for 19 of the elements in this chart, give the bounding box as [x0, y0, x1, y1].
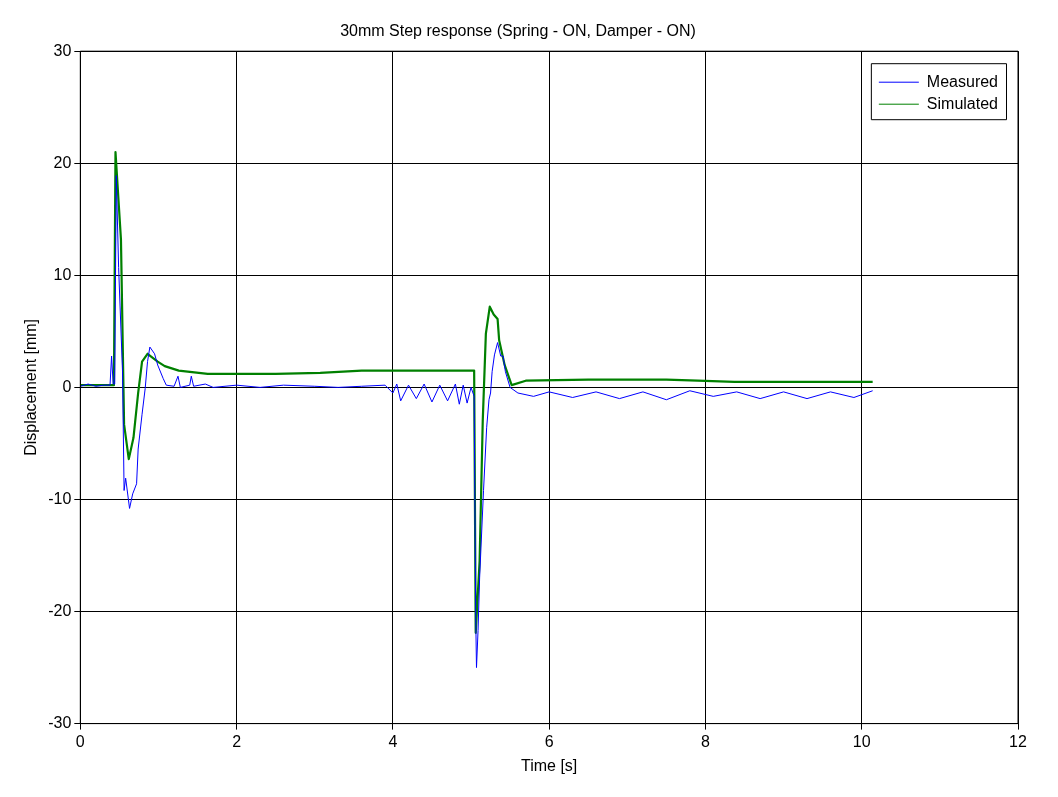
x-tick-label: 6 [544, 732, 554, 750]
y-axis-title: Displacement [mm] [22, 318, 40, 456]
y-tick-label: 20 [53, 153, 72, 171]
x-tick-label: 0 [75, 732, 85, 750]
x-tick-label: 10 [852, 732, 871, 750]
legend-label: Simulated [926, 94, 999, 112]
x-tick-label: 2 [232, 732, 242, 750]
chart-title: 30mm Step response (Spring - ON, Damper - ON) [340, 22, 696, 40]
x-tick-label: 12 [1009, 732, 1027, 750]
y-tick-label: -10 [48, 489, 72, 507]
x-tick-label: 4 [388, 732, 398, 750]
x-axis-title: Time [s] [521, 756, 578, 774]
y-tick-label: -20 [48, 601, 72, 619]
y-tick-label: 0 [62, 377, 72, 395]
y-tick-label: 30 [53, 41, 72, 59]
y-tick-label: 10 [53, 265, 72, 283]
legend-label: Measured [926, 72, 999, 90]
y-tick-label: -30 [48, 714, 72, 732]
x-tick-label: 8 [700, 732, 710, 750]
